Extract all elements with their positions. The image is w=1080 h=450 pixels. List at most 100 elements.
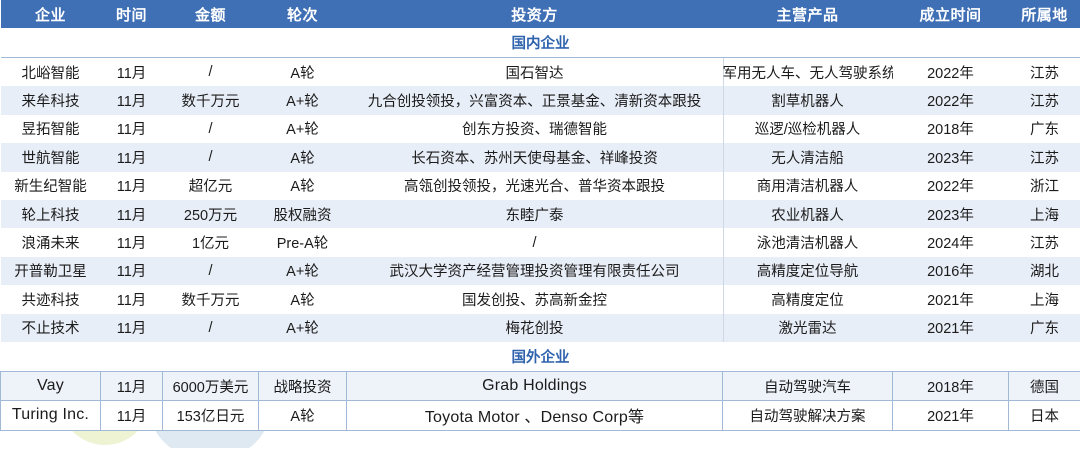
cell-round: A轮 [258, 285, 347, 314]
cell-round: A轮 [258, 57, 347, 87]
cell-investors: 高瓴创投领投，光速光合、普华资本跟投 [346, 171, 723, 200]
table-row: 新生纪智能 11月 超亿元 A轮 高瓴创投领投，光速光合、普华资本跟投 商用清洁… [0, 171, 1080, 200]
cell-main-product: 农业机器人 [722, 199, 893, 229]
cell-company: Turing Inc. [0, 400, 101, 431]
cell-main-product: 自动驾驶解决方案 [722, 400, 893, 431]
cell-round: A轮 [258, 400, 347, 431]
cell-time: 11月 [100, 256, 163, 286]
cell-company: Vay [0, 370, 101, 402]
cell-company: 昱拓智能 [0, 114, 101, 144]
column-header-round: 轮次 [258, 0, 347, 28]
cell-investors: 九合创投领投，兴富资本、正景基金、清新资本跟投 [346, 86, 723, 115]
table-row: 来牟科技 11月 数千万元 A+轮 九合创投领投，兴富资本、正景基金、清新资本跟… [0, 86, 1080, 115]
cell-region: 江苏 [1008, 57, 1080, 87]
cell-company: 轮上科技 [0, 199, 101, 229]
cell-founded: 2023年 [892, 199, 1009, 229]
cell-company: 开普勒卫星 [0, 256, 101, 286]
cell-region: 江苏 [1008, 86, 1080, 115]
table-row: 不止技术 11月 / A+轮 梅花创投 激光雷达 2021年 广东 [0, 313, 1080, 342]
cell-founded: 2022年 [892, 57, 1009, 87]
cell-amount: 数千万元 [162, 86, 259, 115]
cell-company: 北峪智能 [0, 57, 101, 87]
cell-company: 共迹科技 [0, 285, 101, 314]
cell-amount: / [162, 57, 259, 87]
cell-amount: / [162, 143, 259, 172]
cell-amount: 数千万元 [162, 285, 259, 314]
cell-time: 11月 [100, 86, 163, 115]
cell-main-product: 泳池清洁机器人 [722, 228, 893, 257]
cell-region: 德国 [1008, 370, 1080, 402]
section-header-row-domestic: 国内企业 [0, 28, 1080, 58]
cell-time: 11月 [100, 313, 163, 342]
cell-region: 日本 [1008, 400, 1080, 431]
column-header-founded: 成立时间 [892, 0, 1009, 28]
cell-region: 浙江 [1008, 171, 1080, 200]
cell-founded: 2024年 [892, 228, 1009, 257]
column-header-main-product: 主营产品 [722, 0, 893, 28]
cell-founded: 2016年 [892, 256, 1009, 286]
table-row: 北峪智能 11月 / A轮 国石智达 军用无人车、无人驾驶系统 2022年 江苏 [0, 57, 1080, 87]
cell-region: 湖北 [1008, 256, 1080, 286]
table-row: 昱拓智能 11月 / A+轮 创东方投资、瑞德智能 巡逻/巡检机器人 2018年… [0, 114, 1080, 144]
cell-founded: 2018年 [892, 370, 1009, 402]
cell-round: A轮 [258, 143, 347, 172]
cell-main-product: 军用无人车、无人驾驶系统 [722, 57, 893, 87]
cell-region: 广东 [1008, 313, 1080, 342]
cell-main-product: 商用清洁机器人 [722, 171, 893, 200]
cell-amount: 250万元 [162, 199, 259, 229]
cell-round: 股权融资 [258, 199, 347, 229]
section-title-foreign: 国外企业 [0, 341, 1080, 372]
cell-amount: 153亿日元 [162, 400, 259, 431]
cell-founded: 2021年 [892, 285, 1009, 314]
cell-investors: 创东方投资、瑞德智能 [346, 114, 723, 144]
cell-round: A+轮 [258, 313, 347, 342]
cell-round: A轮 [258, 171, 347, 200]
cell-round: A+轮 [258, 256, 347, 286]
cell-company: 世航智能 [0, 143, 101, 172]
cell-investors: 梅花创投 [346, 313, 723, 342]
cell-company: 不止技术 [0, 313, 101, 342]
cell-founded: 2021年 [892, 313, 1009, 342]
cell-time: 11月 [100, 400, 163, 431]
cell-company: 新生纪智能 [0, 171, 101, 200]
cell-amount: / [162, 256, 259, 286]
cell-amount: / [162, 114, 259, 144]
cell-founded: 2022年 [892, 86, 1009, 115]
bottom-rule [0, 448, 1080, 450]
cell-region: 江苏 [1008, 143, 1080, 172]
cell-company: 来牟科技 [0, 86, 101, 115]
cell-time: 11月 [100, 199, 163, 229]
cell-time: 11月 [100, 57, 163, 87]
cell-time: 11月 [100, 171, 163, 200]
cell-amount: 6000万美元 [162, 370, 259, 402]
section-title-domestic: 国内企业 [0, 28, 1080, 58]
cell-region: 江苏 [1008, 228, 1080, 257]
column-header-time: 时间 [100, 0, 163, 28]
cell-investors: 国石智达 [346, 57, 723, 87]
cell-region: 上海 [1008, 285, 1080, 314]
cell-investors: 武汉大学资产经营管理投资管理有限责任公司 [346, 256, 723, 286]
cell-founded: 2023年 [892, 143, 1009, 172]
cell-amount: 超亿元 [162, 171, 259, 200]
table-row: 浪涌未来 11月 1亿元 Pre-A轮 / 泳池清洁机器人 2024年 江苏 [0, 228, 1080, 257]
investment-table: 企业 时间 金额 轮次 投资方 主营产品 成立时间 所属地 国内企业 北峪智能 … [0, 0, 1080, 431]
cell-time: 11月 [100, 285, 163, 314]
cell-time: 11月 [100, 114, 163, 144]
cell-investors: 长石资本、苏州天使母基金、祥峰投资 [346, 143, 723, 172]
cell-founded: 2022年 [892, 171, 1009, 200]
cell-investors: 东睦广泰 [346, 199, 723, 229]
cell-company: 浪涌未来 [0, 228, 101, 257]
cell-amount: 1亿元 [162, 228, 259, 257]
cell-amount: / [162, 313, 259, 342]
cell-founded: 2021年 [892, 400, 1009, 431]
cell-main-product: 巡逻/巡检机器人 [722, 114, 893, 144]
column-header-region: 所属地 [1008, 0, 1080, 28]
cell-main-product: 割草机器人 [722, 86, 893, 115]
cell-time: 11月 [100, 228, 163, 257]
cell-investors: Toyota Motor 、Denso Corp等 [346, 400, 723, 431]
cell-main-product: 高精度定位 [722, 285, 893, 314]
cell-main-product: 高精度定位导航 [722, 256, 893, 286]
table-row: 共迹科技 11月 数千万元 A轮 国发创投、苏高新金控 高精度定位 2021年 … [0, 285, 1080, 314]
cell-round: A+轮 [258, 114, 347, 144]
